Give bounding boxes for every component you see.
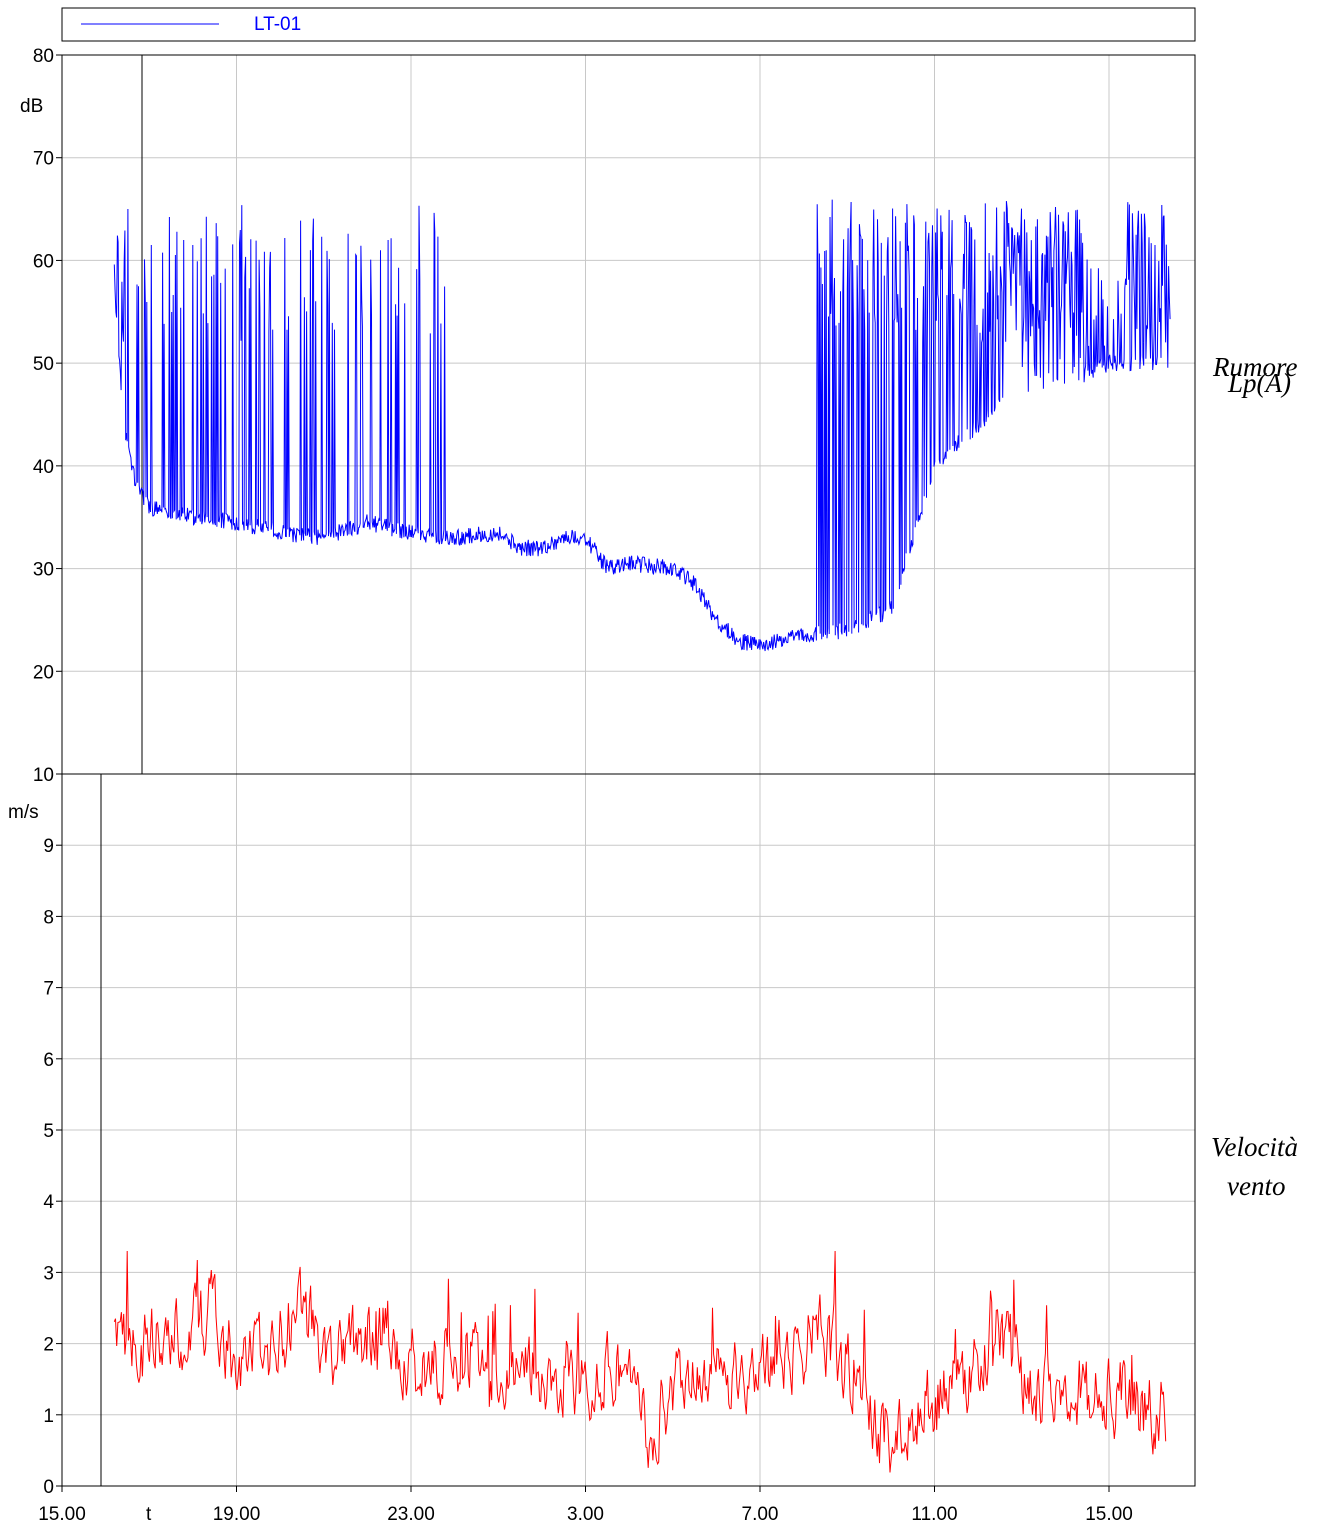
time-x-tick-label: 3.00: [567, 1504, 604, 1525]
time-x-tick-label: 23.00: [387, 1504, 435, 1525]
wind-y-tick-label: 5: [43, 1121, 54, 1142]
noise-y-tick-label: 80: [33, 46, 54, 67]
noise-side-label-2: Lp(A): [1227, 368, 1291, 398]
legend-box: [61, 7, 1196, 42]
wind-y-ticks: 0 1 2 3 4 5 6 7 8 9 10: [33, 765, 62, 1498]
time-x-tick-label: 15.00: [1085, 1504, 1133, 1525]
noise-y-tick-label: 20: [33, 662, 54, 683]
wind-y-tick-label: 0: [43, 1477, 54, 1498]
noise-y-unit: dB: [20, 96, 43, 117]
noise-y-tick-label: 40: [33, 457, 54, 478]
wind-panel: 0 1 2 3 4 5 6 7 8 9 10 15.00 19.00 23.00 3.00 7.00 11.0…: [8, 765, 1298, 1525]
noise-side-label-1: Rumore: [1212, 352, 1297, 382]
wind-y-tick-label: 9: [43, 836, 54, 857]
legend-label: LT-01: [254, 14, 301, 35]
wind-y-tick-label: 1: [43, 1406, 54, 1427]
wind-y-tick-label: 3: [43, 1263, 54, 1284]
wind-side-label-2: vento: [1227, 1171, 1285, 1201]
noise-series-line: [113, 199, 1171, 652]
noise-panel: 20 30 40 50 60 70 80 dB Rumore Lp(A): [20, 46, 1297, 775]
legend: LT-01: [61, 7, 1196, 42]
wind-y-tick-label: 2: [43, 1335, 54, 1356]
wind-side-label-1: Velocità: [1211, 1132, 1298, 1162]
wind-y-unit: m/s: [8, 802, 39, 823]
wind-y-tick-label: 7: [43, 979, 54, 1000]
time-x-tick-label: 11.00: [911, 1504, 957, 1525]
noise-y-ticks: 20 30 40 50 60 70 80: [33, 46, 62, 683]
noise-y-tick-label: 30: [33, 560, 54, 581]
wind-y-tick-label: 4: [43, 1192, 54, 1213]
wind-y-tick-label: 6: [43, 1050, 54, 1071]
time-x-tick-label: 15.00: [38, 1504, 86, 1525]
noise-y-tick-label: 50: [33, 354, 54, 375]
noise-y-tick-label: 60: [33, 251, 54, 272]
time-axis-label: t: [146, 1504, 152, 1525]
time-x-tick-label: 7.00: [742, 1504, 779, 1525]
noise-y-tick-label: 70: [33, 149, 54, 170]
time-x-tick-label: 19.00: [213, 1504, 261, 1525]
wind-y-tick-label: 10: [33, 765, 54, 786]
time-x-ticks: 15.00 19.00 23.00 3.00 7.00 11.00 15.00: [38, 1486, 1133, 1525]
wind-series-line: [113, 1250, 1167, 1473]
wind-y-tick-label: 8: [43, 907, 54, 928]
